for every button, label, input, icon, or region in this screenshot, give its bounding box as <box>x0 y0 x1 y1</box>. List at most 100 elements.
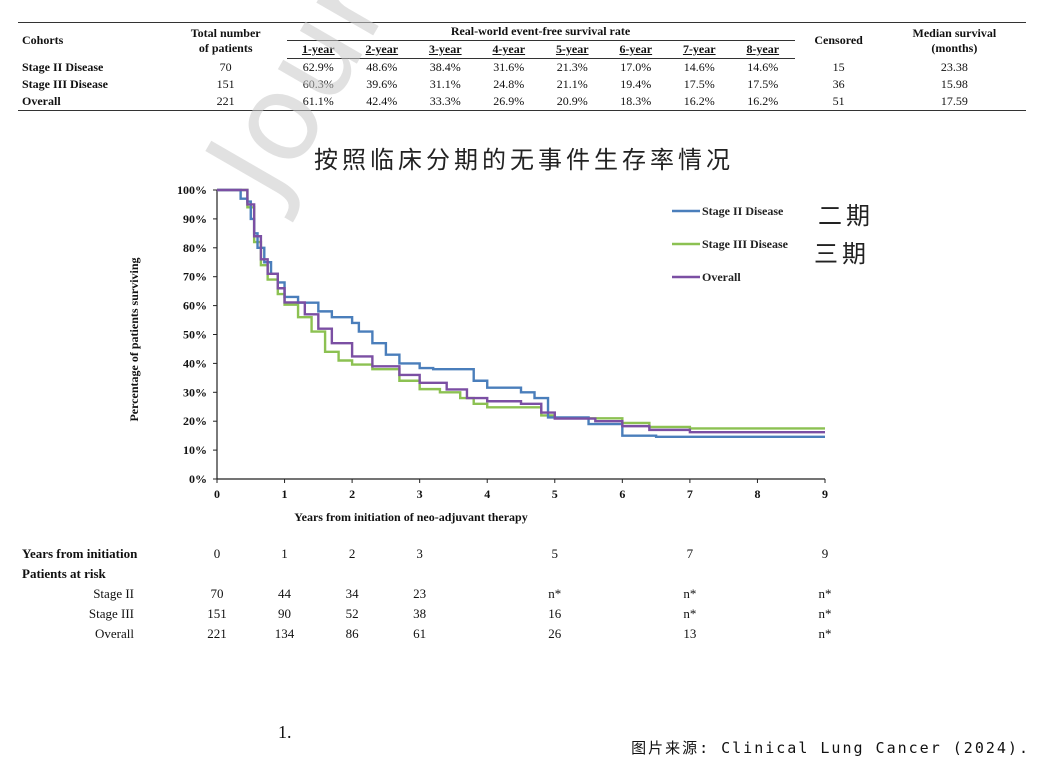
y-tick-label: 10% <box>183 443 207 457</box>
x-tick-label: 1 <box>282 487 288 501</box>
median-survival: 15.98 <box>940 77 968 91</box>
rate-cell: 19.4% <box>620 77 652 91</box>
series-group <box>217 188 825 439</box>
rate-cell: 14.6% <box>747 60 779 74</box>
survival-rate-table: Cohorts Total number of patients Real-wo… <box>18 22 1026 111</box>
series-line-stage-ii-disease <box>217 188 825 439</box>
x-tick-label: 6 <box>619 487 625 501</box>
risk-years-label: Years from initiation <box>22 546 138 561</box>
y-tick-label: 70% <box>183 270 207 284</box>
legend-label: Stage III Disease <box>702 237 789 251</box>
rate-cell: 21.1% <box>556 77 588 91</box>
rate-cell: 21.3% <box>556 60 588 74</box>
survival-table-container: Cohorts Total number of patients Real-wo… <box>18 22 1026 111</box>
risk-year-header: 2 <box>348 546 356 561</box>
risk-count: 90 <box>278 606 292 621</box>
risk-count: 221 <box>207 626 227 641</box>
rate-cell: 60.3% <box>302 77 334 91</box>
rate-cell: 42.4% <box>350 93 414 111</box>
legend: Stage II Disease Stage III Disease Overall <box>672 204 789 284</box>
risk-year-header: 7 <box>686 546 694 561</box>
header-year: 5-year <box>540 40 605 59</box>
x-tick-label: 9 <box>822 487 828 501</box>
rate-cell: 61.1% <box>286 93 351 111</box>
risk-count: 13 <box>683 626 697 641</box>
y-tick-label: 90% <box>183 212 207 226</box>
header-year: 1-year <box>286 40 351 59</box>
rate-cell: 48.6% <box>366 60 398 74</box>
y-axis-label: Percentage of patients surviving <box>127 257 141 421</box>
risk-count: 52 <box>345 606 359 621</box>
header-total-line1: Total number <box>190 25 261 40</box>
header-year: 7-year <box>667 40 732 59</box>
header-median-line2: (months) <box>931 40 978 55</box>
header-censored: Censored <box>794 22 883 59</box>
x-tick-label: 0 <box>214 487 220 501</box>
risk-count: n* <box>818 586 832 601</box>
cohort-name: Stage II Disease <box>22 59 104 74</box>
risk-row-label: Stage III <box>88 606 134 621</box>
risk-count: 16 <box>548 606 562 621</box>
rate-cell: 31.6% <box>493 60 525 74</box>
rate-cell: 20.9% <box>540 93 605 111</box>
risk-year-header: 9 <box>821 546 829 561</box>
table-row: Stage II Disease 70 62.9% 48.6% 38.4% 31… <box>18 59 1026 77</box>
risk-count: 151 <box>207 606 227 621</box>
chinese-chart-title: 按照临床分期的无事件生存率情况 <box>314 146 734 174</box>
x-tick-label: 5 <box>552 487 558 501</box>
rate-cell: 38.4% <box>429 60 461 74</box>
median-survival: 17.59 <box>882 93 1026 111</box>
risk-count: n* <box>683 606 697 621</box>
censored-count: 51 <box>794 93 883 111</box>
risk-count: n* <box>818 626 832 641</box>
axes-group: 0% 10% 20% 30% 40% 50% 60% 70% 80% 90% 100% 0 1 2 3 4 5 6… <box>127 183 828 524</box>
risk-year-header: 5 <box>551 546 559 561</box>
header-year: 8-year <box>731 40 795 59</box>
y-tick-label: 50% <box>183 328 207 342</box>
x-tick-label: 4 <box>484 487 490 501</box>
rate-cell: 18.3% <box>604 93 668 111</box>
rate-cell: 31.1% <box>429 77 461 91</box>
y-tick-label: 80% <box>183 241 207 255</box>
header-year: 4-year <box>477 40 541 59</box>
rate-cell: 39.6% <box>366 77 398 91</box>
risk-count: 70 <box>210 586 224 601</box>
image-source: 图片来源: Clinical Lung Cancer (2024). <box>631 739 1030 757</box>
rate-cell: 24.8% <box>493 77 525 91</box>
risk-count: 26 <box>548 626 562 641</box>
risk-patients-label: Patients at risk <box>22 566 106 581</box>
total-patients: 70 <box>219 59 232 74</box>
rate-cell: 17.5% <box>747 77 779 91</box>
table-row: Stage III Disease 151 60.3% 39.6% 31.1% … <box>18 76 1026 93</box>
header-total-line2: of patients <box>198 40 253 55</box>
risk-count: 38 <box>413 606 427 621</box>
risk-count: n* <box>548 586 562 601</box>
rate-cell: 62.9% <box>302 60 334 74</box>
rate-cell: 26.9% <box>477 93 541 111</box>
legend-label: Stage II Disease <box>702 204 784 218</box>
y-tick-label: 0% <box>189 472 207 486</box>
header-year: 2-year <box>350 40 414 59</box>
y-tick-label: 40% <box>183 356 207 370</box>
cohort-name: Overall <box>18 93 165 111</box>
page-number: 1. <box>278 722 292 742</box>
rate-cell: 16.2% <box>667 93 732 111</box>
risk-count: 134 <box>274 626 295 641</box>
y-tick-label: 60% <box>183 299 207 313</box>
risk-count: 86 <box>345 626 359 641</box>
header-year: 6-year <box>604 40 668 59</box>
cohort-name: Stage III Disease <box>22 77 108 91</box>
median-survival: 23.38 <box>940 59 968 74</box>
legend-label: Overall <box>702 270 741 284</box>
rate-cell: 33.3% <box>413 93 478 111</box>
series-line-overall <box>217 188 825 434</box>
risk-year-header: 1 <box>281 546 288 561</box>
risk-count: 23 <box>413 586 427 601</box>
y-tick-label: 30% <box>183 385 207 399</box>
risk-count: 61 <box>413 626 427 641</box>
censored-count: 15 <box>832 59 845 74</box>
risk-count: n* <box>818 606 832 621</box>
censored-count: 36 <box>832 77 845 91</box>
rate-cell: 17.0% <box>620 60 652 74</box>
